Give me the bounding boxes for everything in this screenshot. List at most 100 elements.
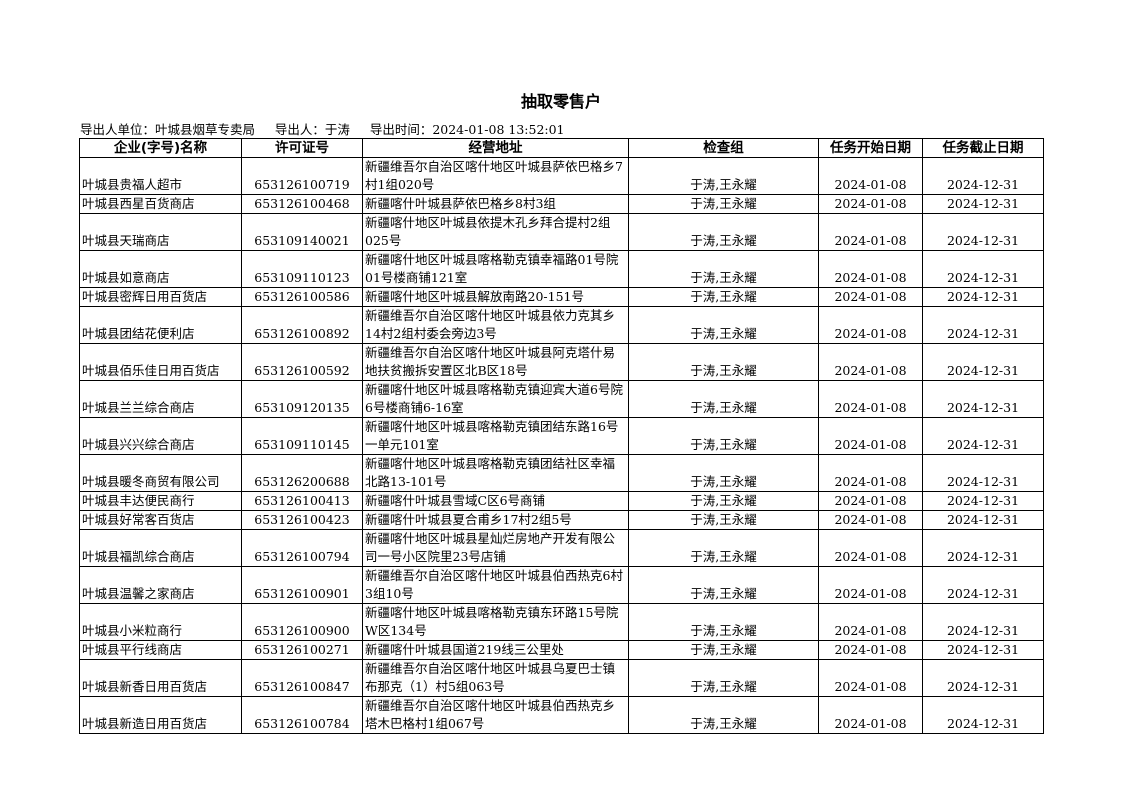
cell-end-date: 2024-12-31 — [922, 213, 1044, 251]
cell-start-date: 2024-01-08 — [818, 157, 923, 195]
cell-inspection-group: 于涛,王永耀 — [628, 659, 819, 697]
cell-license: 653126100784 — [241, 696, 363, 734]
cell-address: 新疆喀什地区叶城县依提木孔乡拜合提村2组025号 — [362, 213, 629, 251]
cell-license: 653109110123 — [241, 250, 363, 288]
cell-inspection-group: 于涛,王永耀 — [628, 287, 819, 307]
cell-name: 叶城县福凯综合商店 — [79, 529, 242, 567]
cell-start-date: 2024-01-08 — [818, 603, 923, 641]
cell-name: 叶城县兰兰综合商店 — [79, 380, 242, 418]
cell-start-date: 2024-01-08 — [818, 640, 923, 660]
cell-inspection-group: 于涛,王永耀 — [628, 306, 819, 344]
cell-start-date: 2024-01-08 — [818, 343, 923, 381]
cell-start-date: 2024-01-08 — [818, 659, 923, 697]
cell-name: 叶城县兴兴综合商店 — [79, 417, 242, 455]
cell-license: 653126100719 — [241, 157, 363, 195]
cell-address: 新疆维吾尔自治区喀什地区叶城县萨依巴格乡7村1组020号 — [362, 157, 629, 195]
header-end-date: 任务截止日期 — [922, 138, 1044, 158]
cell-start-date: 2024-01-08 — [818, 491, 923, 511]
table-row: 叶城县福凯综合商店 653126100794 新疆喀什地区叶城县星灿烂房地产开发有限… — [79, 529, 1044, 567]
cell-address: 新疆喀什叶城县雪域C区6号商铺 — [362, 491, 629, 511]
page-title: 抽取零售户 — [520, 92, 601, 111]
cell-inspection-group: 于涛,王永耀 — [628, 696, 819, 734]
header-inspection-group: 检查组 — [628, 138, 819, 158]
header-start-date: 任务开始日期 — [818, 138, 923, 158]
table-row: 叶城县平行线商店 653126100271 新疆喀什叶城县国道219线三公里处 于涛,… — [79, 640, 1044, 660]
cell-inspection-group: 于涛,王永耀 — [628, 529, 819, 567]
table-row: 叶城县暖冬商贸有限公司 653126200688 新疆喀什地区叶城县喀格勒克镇团结社… — [79, 454, 1044, 492]
cell-end-date: 2024-12-31 — [922, 194, 1044, 214]
cell-name: 叶城县如意商店 — [79, 250, 242, 288]
cell-start-date: 2024-01-08 — [818, 213, 923, 251]
cell-start-date: 2024-01-08 — [818, 696, 923, 734]
header-license: 许可证号 — [241, 138, 363, 158]
cell-end-date: 2024-12-31 — [922, 417, 1044, 455]
cell-inspection-group: 于涛,王永耀 — [628, 603, 819, 641]
cell-name: 叶城县暖冬商贸有限公司 — [79, 454, 242, 492]
cell-license: 653126100847 — [241, 659, 363, 697]
time-label: 导出时间： — [369, 122, 433, 137]
cell-end-date: 2024-12-31 — [922, 287, 1044, 307]
cell-end-date: 2024-12-31 — [922, 250, 1044, 288]
cell-end-date: 2024-12-31 — [922, 529, 1044, 567]
table-row: 叶城县天瑞商店 653109140021 新疆喀什地区叶城县依提木孔乡拜合提村2组0… — [79, 213, 1044, 251]
cell-license: 653126100271 — [241, 640, 363, 660]
header-address: 经营地址 — [362, 138, 629, 158]
cell-inspection-group: 于涛,王永耀 — [628, 566, 819, 604]
table-body: 叶城县贵福人超市 653126100719 新疆维吾尔自治区喀什地区叶城县萨依巴格乡… — [79, 157, 1044, 734]
cell-name: 叶城县贵福人超市 — [79, 157, 242, 195]
cell-license: 653126100592 — [241, 343, 363, 381]
table-row: 叶城县如意商店 653109110123 新疆喀什地区叶城县喀格勒克镇幸福路01号院… — [79, 250, 1044, 288]
cell-address: 新疆维吾尔自治区喀什地区叶城县依力克其乡14村2组村委会旁边3号 — [362, 306, 629, 344]
cell-start-date: 2024-01-08 — [818, 454, 923, 492]
table-row: 叶城县密辉日用百货店 653126100586 新疆喀什地区叶城县解放南路20-15… — [79, 287, 1044, 307]
cell-name: 叶城县佰乐佳日用百货店 — [79, 343, 242, 381]
cell-end-date: 2024-12-31 — [922, 566, 1044, 604]
cell-end-date: 2024-12-31 — [922, 343, 1044, 381]
cell-address: 新疆维吾尔自治区喀什地区叶城县乌夏巴士镇布那克（1）村5组063号 — [362, 659, 629, 697]
cell-end-date: 2024-12-31 — [922, 491, 1044, 511]
cell-start-date: 2024-01-08 — [818, 510, 923, 530]
cell-name: 叶城县西星百货商店 — [79, 194, 242, 214]
cell-license: 653109110145 — [241, 417, 363, 455]
time-value: 2024-01-08 13:52:01 — [432, 122, 565, 137]
cell-end-date: 2024-12-31 — [922, 659, 1044, 697]
cell-start-date: 2024-01-08 — [818, 380, 923, 418]
cell-name: 叶城县密辉日用百货店 — [79, 287, 242, 307]
cell-start-date: 2024-01-08 — [818, 566, 923, 604]
table-row: 叶城县新香日用百货店 653126100847 新疆维吾尔自治区喀什地区叶城县乌夏巴… — [79, 659, 1044, 697]
cell-end-date: 2024-12-31 — [922, 306, 1044, 344]
cell-end-date: 2024-12-31 — [922, 454, 1044, 492]
table-row: 叶城县佰乐佳日用百货店 653126100592 新疆维吾尔自治区喀什地区叶城县阿克… — [79, 343, 1044, 381]
cell-name: 叶城县天瑞商店 — [79, 213, 242, 251]
cell-address: 新疆维吾尔自治区喀什地区叶城县伯西热克6村3组10号 — [362, 566, 629, 604]
cell-end-date: 2024-12-31 — [922, 696, 1044, 734]
cell-license: 653109140021 — [241, 213, 363, 251]
cell-address: 新疆维吾尔自治区喀什地区叶城县阿克塔什易地扶贫搬拆安置区北B区18号 — [362, 343, 629, 381]
cell-address: 新疆喀什叶城县萨依巴格乡8村3组 — [362, 194, 629, 214]
cell-license: 653126100586 — [241, 287, 363, 307]
header-name: 企业(字号)名称 — [79, 138, 242, 158]
cell-license: 653126100794 — [241, 529, 363, 567]
cell-end-date: 2024-12-31 — [922, 157, 1044, 195]
cell-name: 叶城县好常客百货店 — [79, 510, 242, 530]
table-row: 叶城县贵福人超市 653126100719 新疆维吾尔自治区喀什地区叶城县萨依巴格乡… — [79, 157, 1044, 195]
cell-inspection-group: 于涛,王永耀 — [628, 510, 819, 530]
cell-inspection-group: 于涛,王永耀 — [628, 213, 819, 251]
cell-license: 653126100900 — [241, 603, 363, 641]
cell-address: 新疆喀什地区叶城县星灿烂房地产开发有限公司一号小区院里23号店铺 — [362, 529, 629, 567]
table-row: 叶城县新造日用百货店 653126100784 新疆维吾尔自治区喀什地区叶城县伯西热… — [79, 696, 1044, 734]
cell-start-date: 2024-01-08 — [818, 306, 923, 344]
table-row: 叶城县温馨之家商店 653126100901 新疆维吾尔自治区喀什地区叶城县伯西热克… — [79, 566, 1044, 604]
cell-license: 653126100413 — [241, 491, 363, 511]
cell-address: 新疆喀什地区叶城县解放南路20-151号 — [362, 287, 629, 307]
cell-address: 新疆维吾尔自治区喀什地区叶城县伯西热克乡塔木巴格村1组067号 — [362, 696, 629, 734]
table-row: 叶城县好常客百货店 653126100423 新疆喀什叶城县夏合甫乡17村2组5号于… — [79, 510, 1044, 530]
cell-name: 叶城县丰达便民商行 — [79, 491, 242, 511]
cell-inspection-group: 于涛,王永耀 — [628, 194, 819, 214]
cell-license: 653126100892 — [241, 306, 363, 344]
cell-name: 叶城县平行线商店 — [79, 640, 242, 660]
cell-address: 新疆喀什地区叶城县喀格勒克镇团结东路16号一单元101室 — [362, 417, 629, 455]
cell-inspection-group: 于涛,王永耀 — [628, 157, 819, 195]
retailer-table: 企业(字号)名称 许可证号 经营地址 检查组 任务开始日期 任务截止日期 叶城县… — [79, 138, 1044, 734]
cell-inspection-group: 于涛,王永耀 — [628, 380, 819, 418]
